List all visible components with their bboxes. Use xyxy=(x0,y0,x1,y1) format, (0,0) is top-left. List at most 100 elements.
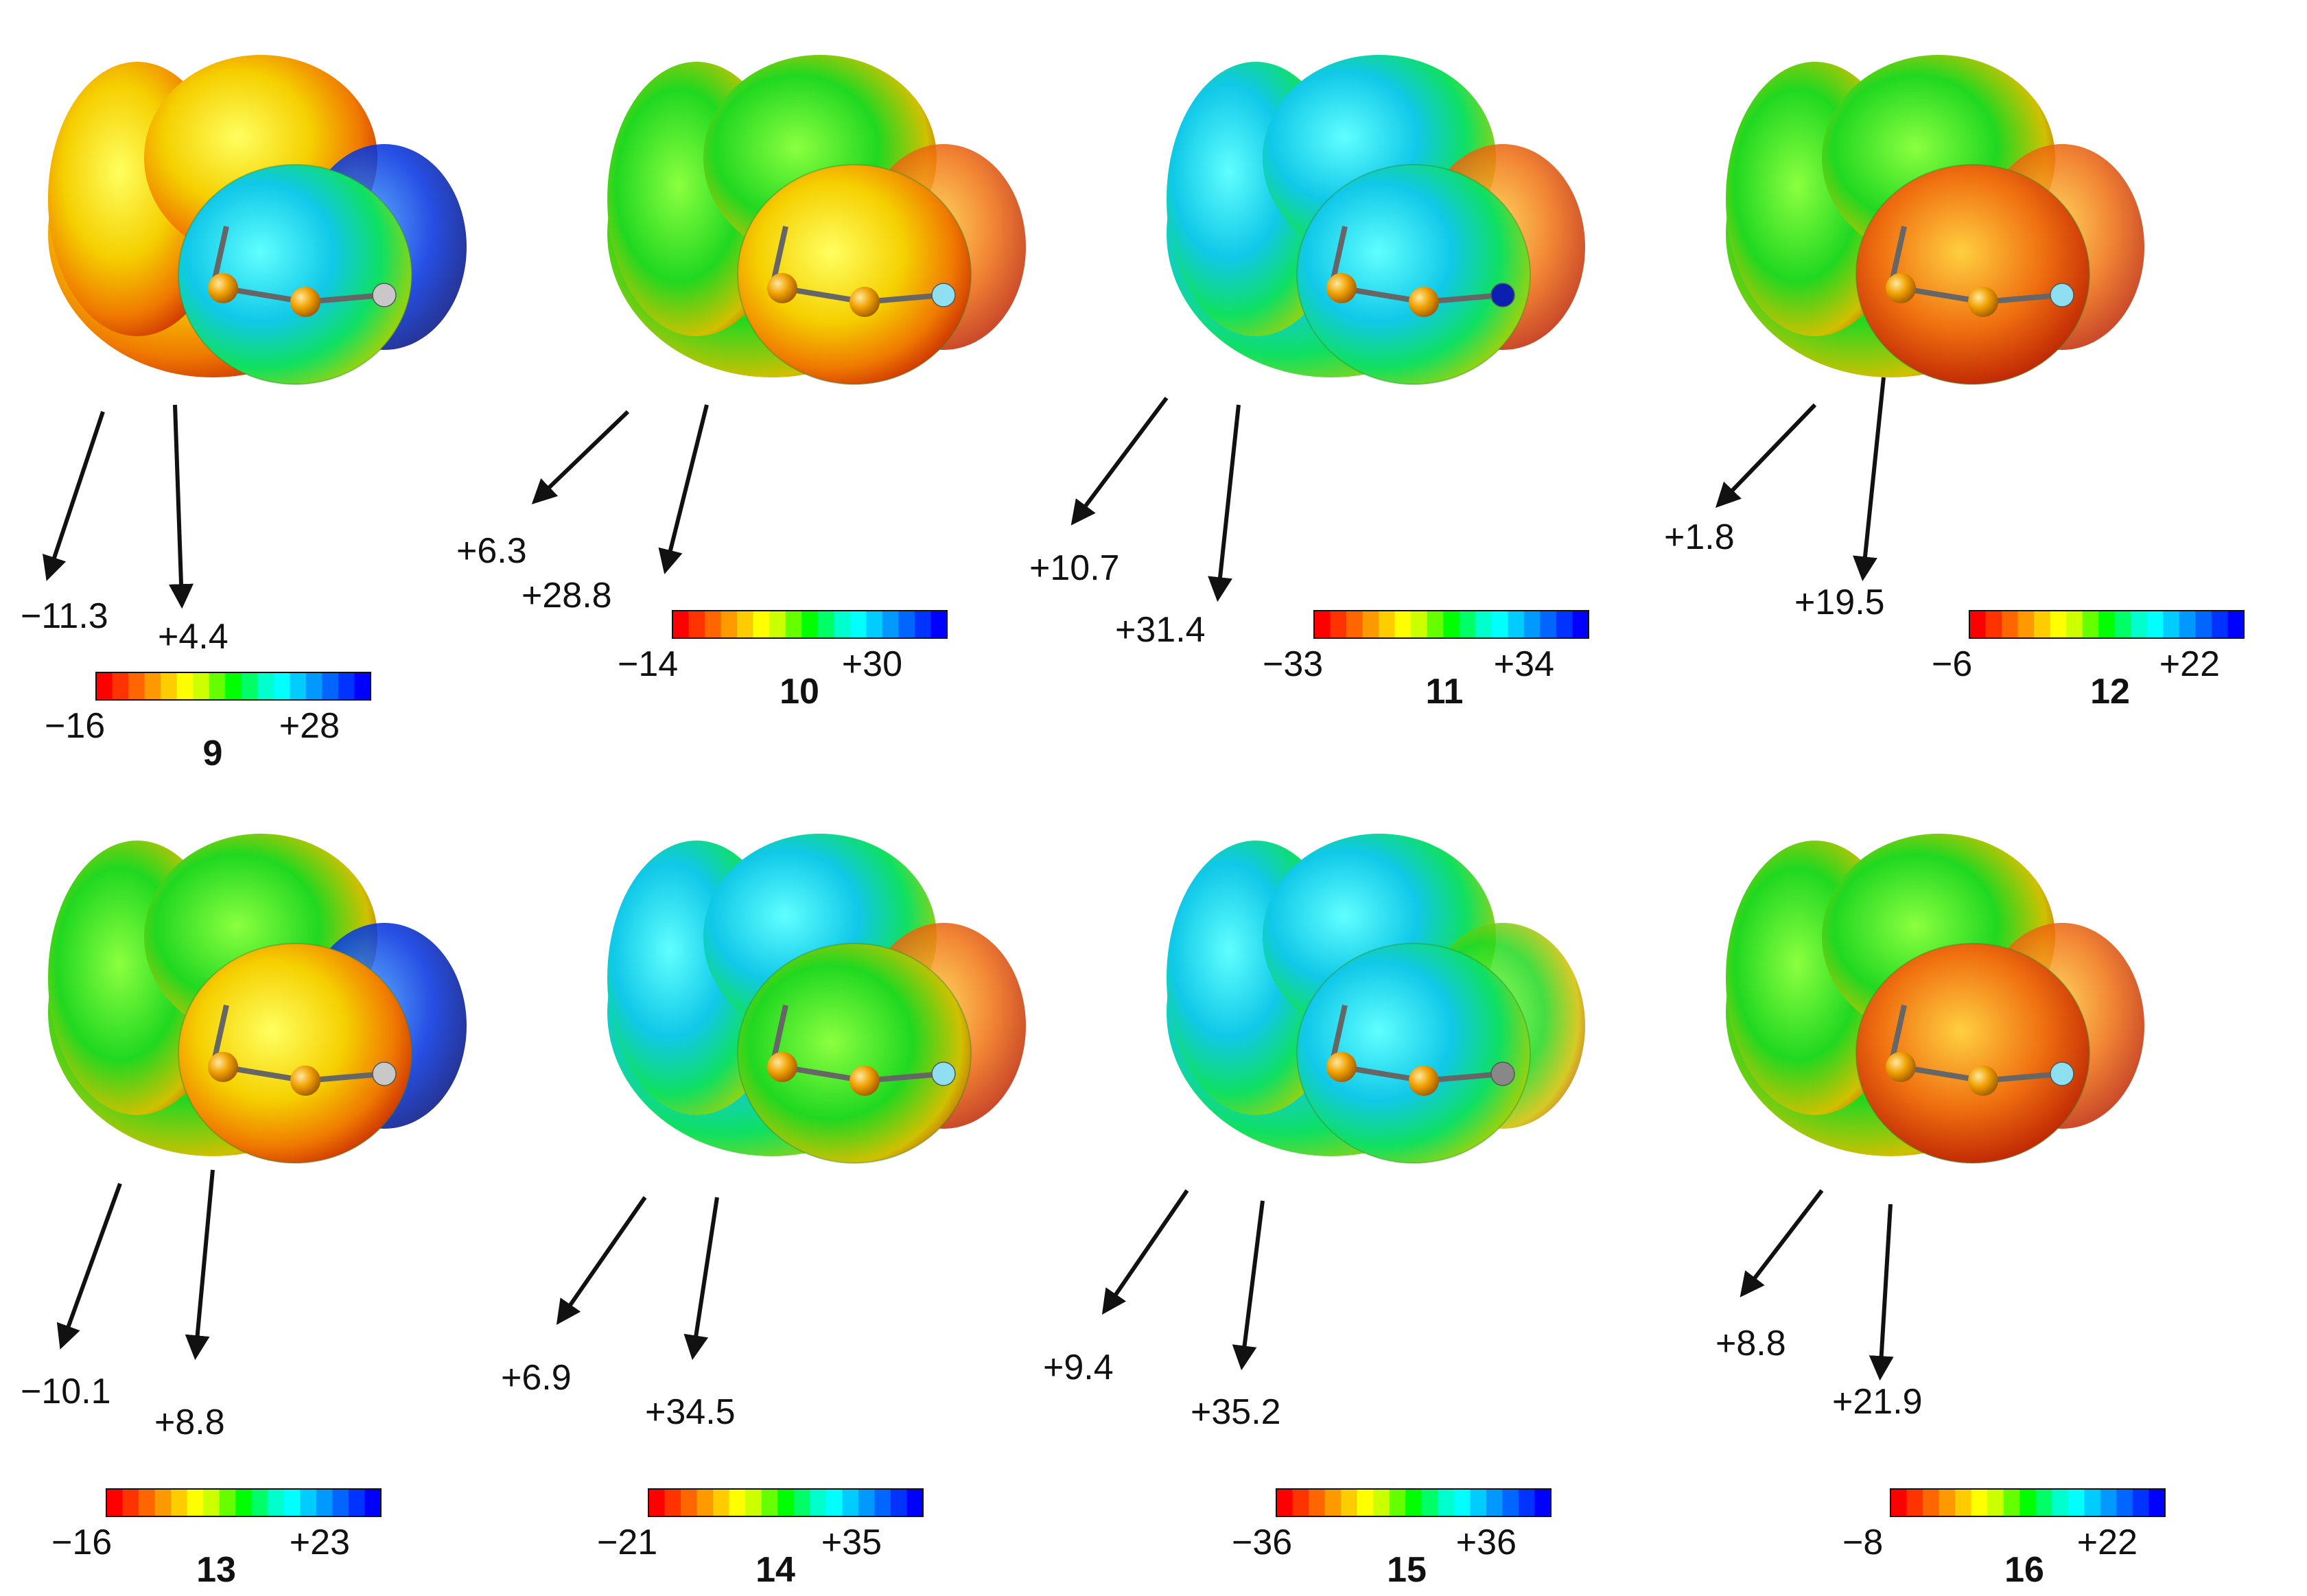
color-scale-segment xyxy=(2131,611,2148,638)
color-scale-segment xyxy=(316,1489,333,1516)
color-scale-bar: −16 +23 xyxy=(51,1488,382,1562)
color-scale-segment xyxy=(2050,611,2067,638)
sulfur-atom xyxy=(1968,287,1998,317)
color-scale-segment xyxy=(112,672,129,700)
color-scale-segment xyxy=(1906,1489,1923,1516)
color-scale-segment xyxy=(672,611,690,638)
color-scale-segment xyxy=(251,1489,268,1516)
color-scale-segment xyxy=(139,1489,156,1516)
color-scale-segment xyxy=(2211,611,2228,638)
color-scale-bar: −33 +34 xyxy=(1263,610,1589,684)
sulfur-atom xyxy=(767,1052,797,1082)
value-right-label: +28.8 xyxy=(522,576,612,615)
color-scale-segment xyxy=(2002,611,2019,638)
color-scale-segment xyxy=(122,1489,139,1516)
arrow-right xyxy=(1869,1204,1894,1381)
color-scale-segment xyxy=(2179,611,2196,638)
color-scale-segment xyxy=(1502,1489,1519,1516)
panel-13: −10.1 +8.8 −16 +23 13 xyxy=(21,834,467,1590)
color-scale-segment xyxy=(322,672,339,700)
color-scale-segment xyxy=(777,1489,795,1516)
color-scale-bar: −36 +36 xyxy=(1232,1488,1551,1562)
esp-surface xyxy=(48,834,467,1164)
color-scale-segment xyxy=(1411,611,1428,638)
value-left-label: +9.4 xyxy=(1043,1348,1114,1387)
sulfur-atom xyxy=(850,1066,880,1096)
color-scale-segment xyxy=(338,672,355,700)
color-scale-segment xyxy=(1523,611,1541,638)
value-right-label: +4.4 xyxy=(158,617,229,657)
value-right-label: +34.5 xyxy=(645,1392,736,1432)
color-scale-segment xyxy=(1971,1489,1988,1516)
color-scale-segment xyxy=(1362,611,1379,638)
panel-10: +6.3 +28.8−14 +30 10 xyxy=(456,55,1026,712)
sulfur-atom xyxy=(1968,1066,1998,1096)
color-scale-segment xyxy=(161,672,178,700)
color-scale-segment xyxy=(1969,611,1987,638)
color-scale-segment xyxy=(144,672,161,700)
sulfur-atom xyxy=(290,287,320,317)
ball-and-stick-model xyxy=(208,1005,397,1096)
color-scale-segment xyxy=(2035,1489,2052,1516)
panel-14: +6.9 +34.5 −21 +35 14 xyxy=(501,834,1026,1590)
esp-surface xyxy=(1167,834,1585,1164)
color-scale-segment xyxy=(2084,1489,2101,1516)
color-scale-segment xyxy=(2017,611,2035,638)
sulfur-atom xyxy=(850,287,880,317)
color-scale-segment xyxy=(1389,1489,1406,1516)
color-scale-segment xyxy=(2146,611,2164,638)
compound-number: 12 xyxy=(2090,672,2130,712)
sulfur-atom xyxy=(767,273,797,303)
color-scale-segment xyxy=(2066,611,2083,638)
color-scale-segment xyxy=(825,1489,843,1516)
arrow-right xyxy=(658,404,709,574)
esp-surface xyxy=(1726,55,2144,385)
value-left-label: +8.8 xyxy=(1715,1324,1786,1363)
color-scale-segment xyxy=(203,1489,220,1516)
scale-max-label: +36 xyxy=(1456,1523,1516,1562)
color-scale-segment xyxy=(648,1489,666,1516)
color-scale-segment xyxy=(257,672,274,700)
value-left-label: −10.1 xyxy=(21,1372,111,1411)
arrow-left xyxy=(43,411,105,581)
scale-max-label: +23 xyxy=(290,1523,350,1562)
color-scale-segment xyxy=(1341,1489,1358,1516)
scale-min-label: −6 xyxy=(1932,644,1972,684)
ball-and-stick-model xyxy=(208,226,397,317)
color-scale-segment xyxy=(1534,1489,1551,1516)
color-scale-segment xyxy=(1453,1489,1471,1516)
color-scale-segment xyxy=(1491,611,1508,638)
color-scale-segment xyxy=(1470,1489,1487,1516)
compound-number: 9 xyxy=(203,734,223,773)
color-scale-segment xyxy=(930,611,948,638)
arrow-right xyxy=(1853,377,1886,582)
color-scale-segment xyxy=(106,1489,124,1516)
compound-number: 11 xyxy=(1426,672,1464,712)
color-scale-segment xyxy=(729,1489,746,1516)
color-scale-segment xyxy=(2116,1489,2133,1516)
terminal-atom xyxy=(372,1061,397,1086)
color-scale-segment xyxy=(858,1489,875,1516)
arrow-left xyxy=(1740,1189,1824,1298)
arrow-right xyxy=(1232,1200,1265,1371)
sulfur-atom xyxy=(1326,1052,1357,1082)
color-scale-segment xyxy=(769,611,786,638)
scale-max-label: +30 xyxy=(842,644,902,684)
color-scale-segment xyxy=(305,672,323,700)
color-scale-segment xyxy=(1346,611,1363,638)
arrow-right xyxy=(169,404,194,609)
ball-and-stick-model xyxy=(1886,226,2074,317)
color-scale-segment xyxy=(1939,1489,1956,1516)
color-scale-segment xyxy=(842,1489,859,1516)
color-scale-segment xyxy=(1379,611,1396,638)
color-scale-segment xyxy=(290,672,307,700)
scale-min-label: −36 xyxy=(1232,1523,1292,1562)
esp-surface xyxy=(607,834,1026,1164)
color-scale-segment xyxy=(2100,1489,2117,1516)
color-scale-segment xyxy=(1292,1489,1309,1516)
color-scale-bar: −8 +22 xyxy=(1842,1488,2166,1562)
scale-min-label: −33 xyxy=(1263,644,1323,684)
color-scale-segment xyxy=(801,611,819,638)
scale-max-label: +35 xyxy=(821,1523,882,1562)
scale-min-label: −16 xyxy=(45,706,105,746)
